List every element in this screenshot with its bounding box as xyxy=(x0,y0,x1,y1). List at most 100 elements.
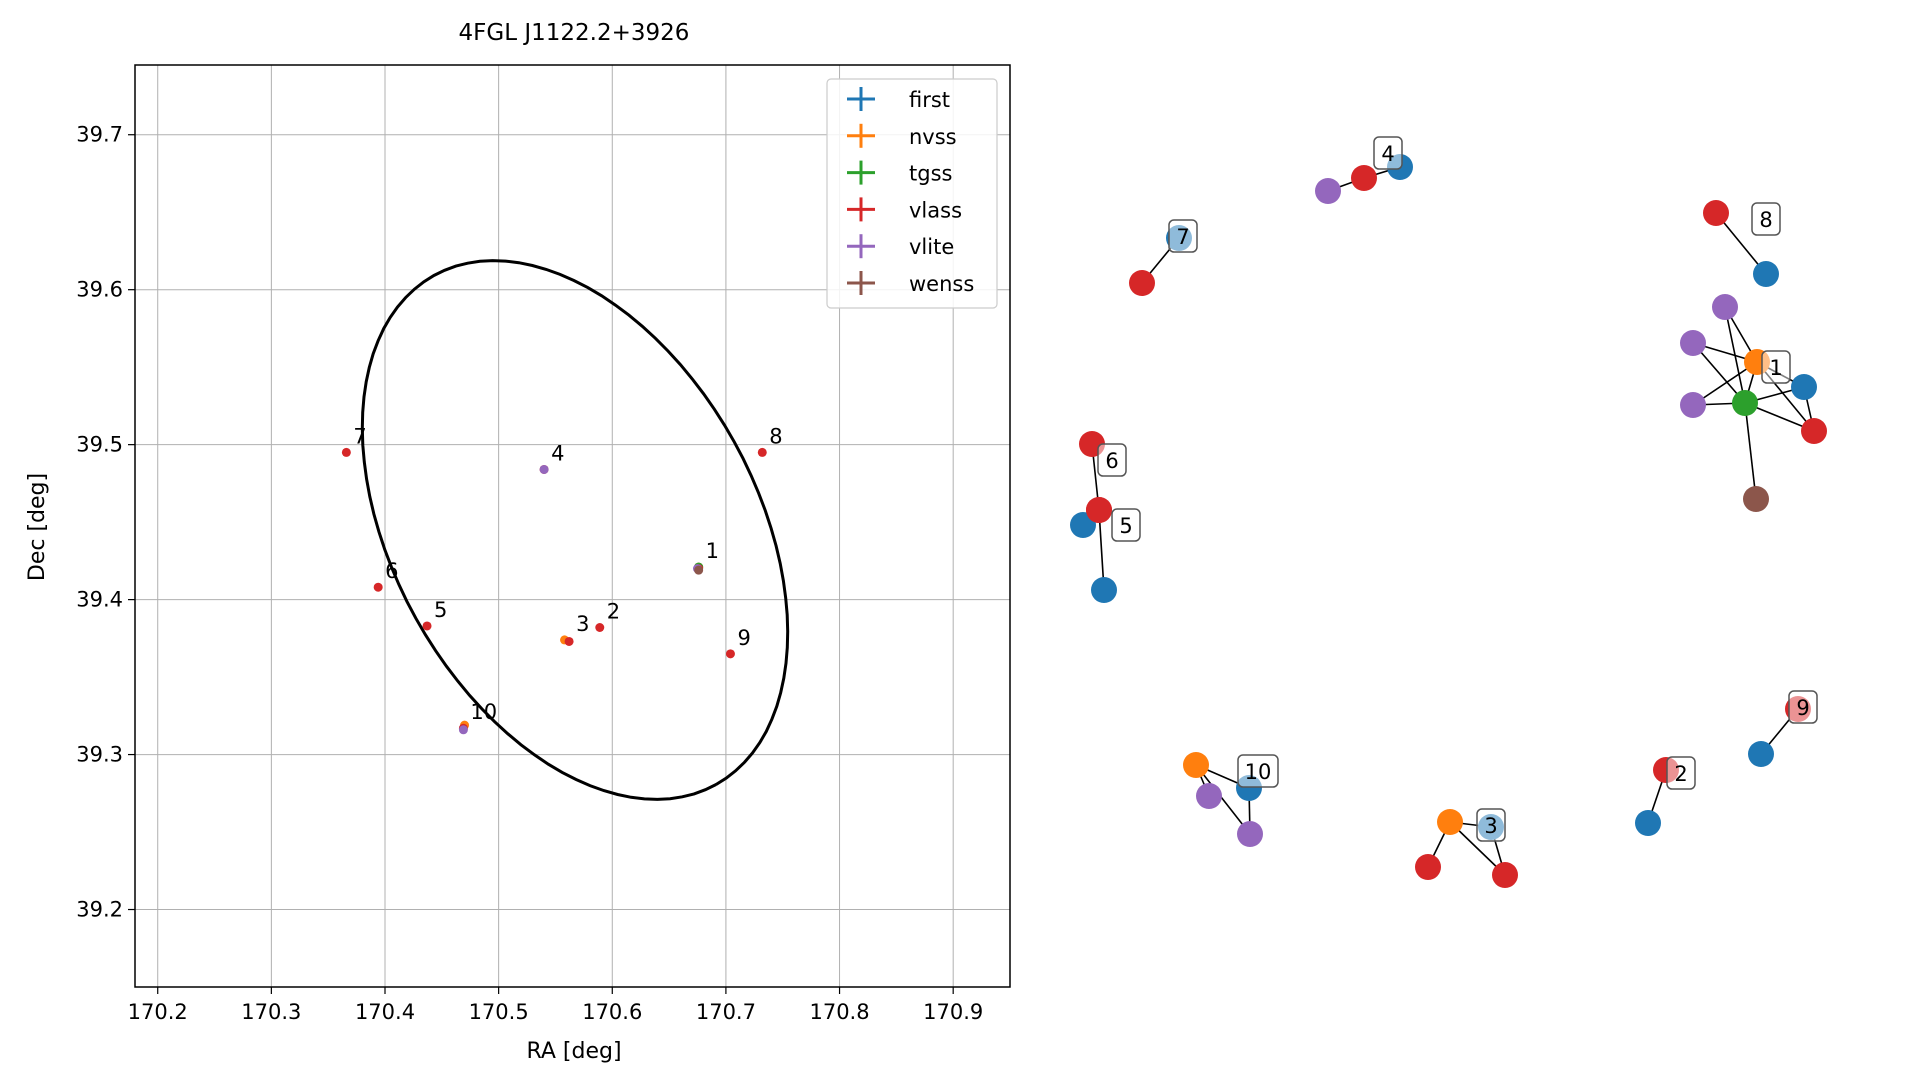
annotation-label: 6 xyxy=(385,559,398,583)
network-group-label-box xyxy=(1097,443,1127,477)
network-node-first xyxy=(1753,261,1779,287)
network-node-vlite xyxy=(1712,294,1738,320)
x-tick-label: 170.8 xyxy=(809,1000,869,1024)
network-group-label-box xyxy=(1751,202,1781,236)
y-axis-ticks: 39.2 39.3 39.4 39.5 39.6 39.7 xyxy=(76,123,135,922)
legend-label-vlass: vlass xyxy=(909,198,962,222)
x-tick-label: 170.7 xyxy=(696,1000,756,1024)
annotation-label: 1 xyxy=(706,539,719,563)
annotation-label: 5 xyxy=(434,598,447,622)
x-tick-label: 170.4 xyxy=(355,1000,415,1024)
annotation-label: 9 xyxy=(737,626,750,650)
network-group-label: 2 xyxy=(1674,762,1687,786)
y-tick-label: 39.2 xyxy=(76,898,123,922)
network-group-label: 10 xyxy=(1245,760,1272,784)
y-tick-label: 39.6 xyxy=(76,278,123,302)
data-points xyxy=(341,447,767,735)
x-tick-label: 170.9 xyxy=(923,1000,983,1024)
legend-label-first: first xyxy=(909,88,950,112)
annotation-label: 8 xyxy=(769,424,782,448)
x-axis-label: RA [deg] xyxy=(526,1039,621,1064)
network-group-label: 7 xyxy=(1176,225,1189,249)
network-edge xyxy=(1195,764,1251,835)
network-node-nvss xyxy=(1183,752,1209,778)
x-axis-ticks: 170.2 170.3 170.4 170.5 170.6 170.7 170.8 170.9 xyxy=(128,987,983,1024)
network-node-first xyxy=(1791,374,1817,400)
network-node-vlass xyxy=(1415,854,1441,880)
point-vlite xyxy=(458,725,468,735)
network-group-label-box xyxy=(1788,690,1818,724)
network-edge xyxy=(1098,509,1105,591)
error-ellipse xyxy=(360,259,790,801)
annotation-label: 2 xyxy=(607,599,620,623)
x-tick-label: 170.3 xyxy=(241,1000,301,1024)
network-edge xyxy=(1744,402,1757,500)
point-wenss xyxy=(694,565,704,575)
network-node-vlite xyxy=(1680,392,1706,418)
network-node-vlass xyxy=(1351,165,1377,191)
network-node-vlass xyxy=(1492,862,1518,888)
x-tick-label: 170.6 xyxy=(582,1000,642,1024)
network-group-label: 8 xyxy=(1759,208,1772,232)
network-node-vlite xyxy=(1680,330,1706,356)
annotation-label: 7 xyxy=(353,424,366,448)
legend: first nvss tgss vlass vlite wenss xyxy=(826,78,998,309)
cluster-network-diagram: 1 2 3 4 5 6 7 8 9 10 xyxy=(1070,136,1827,888)
network-edge xyxy=(1692,342,1746,404)
network-node-vlass xyxy=(1801,418,1827,444)
point-vlass xyxy=(373,582,383,592)
annotation-label: 10 xyxy=(470,700,497,724)
point-vlass xyxy=(757,447,767,457)
network-group-label: 4 xyxy=(1381,142,1394,166)
network-group-label-box xyxy=(1373,136,1403,170)
network-group-label: 5 xyxy=(1119,514,1132,538)
network-nodes xyxy=(1070,154,1827,888)
legend-label-nvss: nvss xyxy=(909,125,957,149)
legend-label-vlite: vlite xyxy=(909,235,954,259)
network-group-label-box xyxy=(1111,508,1141,542)
annotation-label: 4 xyxy=(551,441,564,465)
network-group-label-box xyxy=(1476,808,1506,842)
y-tick-label: 39.7 xyxy=(76,123,123,147)
network-node-vlass xyxy=(1086,497,1112,523)
error-ellipse-path xyxy=(360,259,790,801)
network-node-tgss xyxy=(1732,390,1758,416)
legend-label-wenss: wenss xyxy=(909,272,974,296)
network-edge xyxy=(1715,212,1767,275)
y-tick-label: 39.5 xyxy=(76,433,123,457)
x-tick-label: 170.5 xyxy=(469,1000,529,1024)
network-group-label-box xyxy=(1761,350,1791,384)
point-vlass xyxy=(341,447,351,457)
x-tick-label: 170.2 xyxy=(128,1000,188,1024)
network-node-vlite xyxy=(1237,821,1263,847)
y-axis-label: Dec [deg] xyxy=(25,473,50,581)
network-group-label: 1 xyxy=(1769,356,1782,380)
network-node-vlite xyxy=(1196,783,1222,809)
point-vlass xyxy=(725,649,735,659)
point-vlite xyxy=(539,464,549,474)
network-group-label-box xyxy=(1168,219,1198,253)
network-group-label: 3 xyxy=(1484,814,1497,838)
y-tick-label: 39.3 xyxy=(76,743,123,767)
network-node-first xyxy=(1635,810,1661,836)
y-tick-label: 39.4 xyxy=(76,588,123,612)
network-node-vlite xyxy=(1315,178,1341,204)
network-edge xyxy=(1724,306,1746,404)
plot-area-frame xyxy=(134,64,1011,988)
network-group-label: 6 xyxy=(1105,449,1118,473)
network-node-vlass xyxy=(1703,200,1729,226)
network-node-nvss xyxy=(1437,809,1463,835)
point-vlass xyxy=(564,636,574,646)
network-group-label: 9 xyxy=(1796,696,1809,720)
network-node-wenss xyxy=(1743,486,1769,512)
network-node-vlass xyxy=(1129,270,1155,296)
network-node-first xyxy=(1748,741,1774,767)
network-group-label-box xyxy=(1666,756,1696,790)
legend-label-tgss: tgss xyxy=(909,162,952,186)
point-vlass xyxy=(422,621,432,631)
annotation-label: 3 xyxy=(576,612,589,636)
network-node-first xyxy=(1091,577,1117,603)
